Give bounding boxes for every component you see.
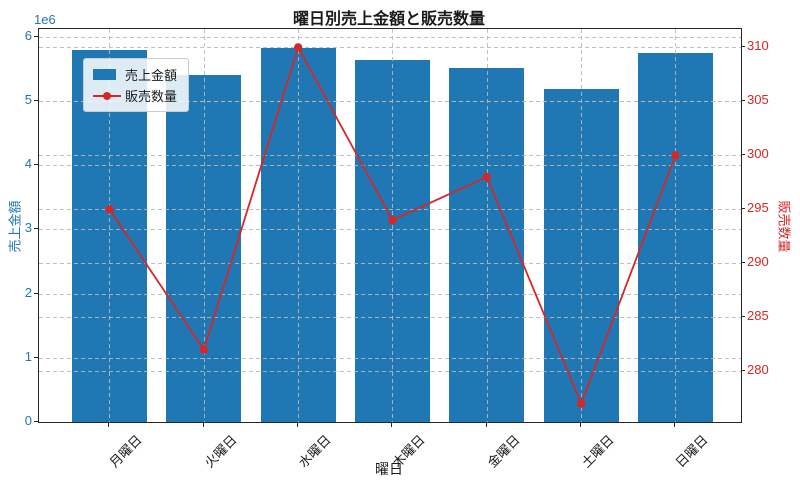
quantity-marker-日曜日 xyxy=(671,151,680,160)
right-tick-label-285: 285 xyxy=(747,308,769,324)
right-tick-mark-290 xyxy=(741,262,745,264)
right-tick-mark-285 xyxy=(741,316,745,318)
left-tick-mark-6 xyxy=(34,35,38,37)
legend: 売上金額 販売数量 xyxy=(83,58,190,112)
x-gridline-金曜日 xyxy=(486,29,488,422)
right-tick-label-295: 295 xyxy=(747,200,769,216)
left-tick-label-3: 3 xyxy=(24,220,32,236)
legend-line-swatch xyxy=(93,90,121,101)
x-gridline-水曜日 xyxy=(298,29,300,422)
left-tick-mark-0 xyxy=(34,421,38,422)
left-tick-mark-1 xyxy=(34,356,38,358)
right-gridline-300 xyxy=(39,155,741,157)
right-gridline-290 xyxy=(39,263,741,265)
left-gridline-6 xyxy=(39,36,741,38)
right-tick-mark-300 xyxy=(741,154,745,156)
left-tick-label-0: 0 xyxy=(24,413,32,428)
left-gridline-3 xyxy=(39,229,741,231)
left-tick-mark-5 xyxy=(34,99,38,101)
left-tick-label-5: 5 xyxy=(24,91,32,107)
right-tick-label-290: 290 xyxy=(747,254,769,270)
x-tick-mark-木曜日 xyxy=(391,423,393,427)
right-tick-label-310: 310 xyxy=(747,38,769,54)
chart-title: 曜日別売上金額と販売数量 xyxy=(292,11,485,28)
right-gridline-305 xyxy=(39,101,741,103)
legend-item-quantity: 販売数量 xyxy=(93,87,177,104)
x-gridline-土曜日 xyxy=(581,29,583,422)
right-tick-mark-310 xyxy=(741,46,745,48)
x-axis-title: 曜日 xyxy=(375,461,403,477)
quantity-marker-金曜日 xyxy=(482,172,491,182)
right-gridline-285 xyxy=(39,317,741,319)
x-tick-mark-水曜日 xyxy=(297,423,299,427)
x-tick-mark-火曜日 xyxy=(202,423,204,427)
quantity-marker-月曜日 xyxy=(105,205,114,214)
x-tick-mark-金曜日 xyxy=(485,423,487,427)
left-gridline-4 xyxy=(39,165,741,167)
left-gridline-2 xyxy=(39,293,741,295)
right-tick-mark-280 xyxy=(741,370,745,372)
quantity-line-layer xyxy=(105,43,680,408)
right-tick-label-300: 300 xyxy=(747,146,769,162)
left-tick-mark-3 xyxy=(34,228,38,230)
quantity-marker-水曜日 xyxy=(294,43,303,52)
left-tick-mark-4 xyxy=(34,164,38,166)
legend-label-quantity: 販売数量 xyxy=(125,89,178,104)
x-gridline-月曜日 xyxy=(109,29,111,422)
legend-bar-swatch xyxy=(93,69,116,80)
right-gridline-295 xyxy=(39,209,741,211)
left-tick-label-2: 2 xyxy=(24,284,32,300)
left-tick-label-1: 1 xyxy=(24,348,32,364)
quantity-marker-土曜日 xyxy=(577,399,586,408)
right-gridline-310 xyxy=(39,47,741,49)
legend-item-sales: 売上金額 xyxy=(93,66,177,83)
right-tick-label-280: 280 xyxy=(747,362,769,378)
x-tick-mark-日曜日 xyxy=(674,423,676,427)
left-gridline-1 xyxy=(39,357,741,359)
legend-label-sales: 売上金額 xyxy=(125,68,178,83)
right-tick-label-305: 305 xyxy=(747,92,769,108)
x-gridline-火曜日 xyxy=(203,29,205,422)
y-axis-offset-text: 1e6 xyxy=(34,12,56,27)
quantity-marker-木曜日 xyxy=(388,215,397,225)
plot-area: 売上金額 販売数量 xyxy=(38,28,742,423)
legend-line-marker-icon xyxy=(103,92,111,100)
right-tick-mark-295 xyxy=(741,208,745,210)
quantity-marker-火曜日 xyxy=(199,345,208,354)
quantity-line xyxy=(108,45,677,407)
left-tick-label-4: 4 xyxy=(24,156,32,172)
right-tick-mark-305 xyxy=(741,100,745,102)
x-tick-mark-土曜日 xyxy=(580,423,582,427)
x-gridline-日曜日 xyxy=(675,29,677,422)
x-gridline-木曜日 xyxy=(392,29,394,422)
left-tick-label-6: 6 xyxy=(24,27,32,43)
left-tick-mark-2 xyxy=(34,292,38,294)
right-gridline-280 xyxy=(39,371,741,373)
x-tick-mark-月曜日 xyxy=(108,423,110,427)
